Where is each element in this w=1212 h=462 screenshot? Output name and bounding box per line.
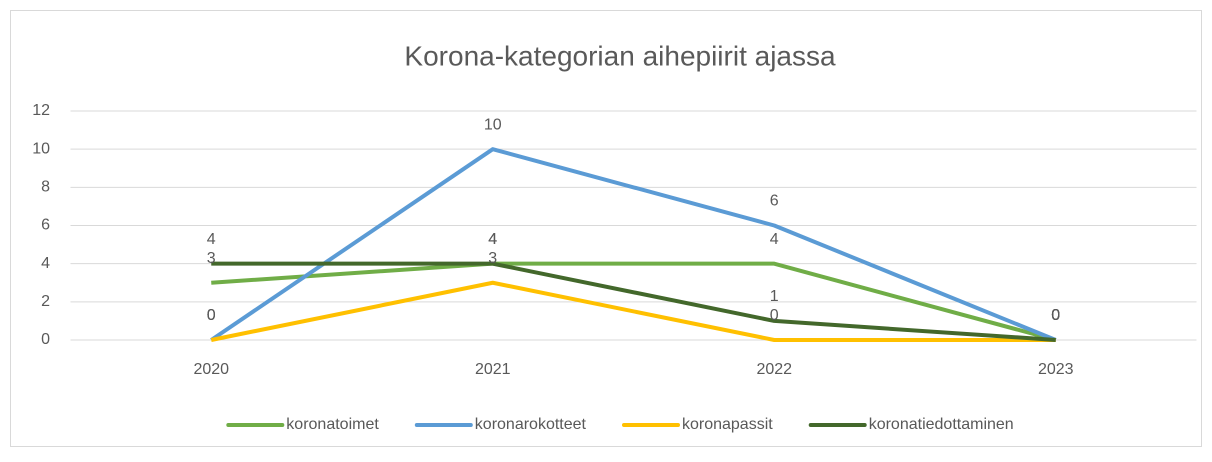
data-label: 3 [207,250,216,267]
legend-label: koronarokotteet [475,416,587,433]
data-label: 4 [207,231,216,248]
data-label: 4 [488,231,497,248]
chart-title: Korona-kategorian aihepiirit ajassa [404,40,836,71]
data-label: 0 [207,307,216,324]
chart-border [10,10,1202,447]
data-label: 0 [1051,307,1060,324]
series-line [211,261,1057,342]
data-label: 3 [488,250,497,267]
series-line [210,280,1056,342]
x-tick-label: 2023 [1038,361,1074,378]
data-label: 4 [488,231,497,248]
x-tick-label: 2021 [475,361,511,378]
data-label: 6 [770,193,779,210]
data-label: 1 [770,288,779,305]
series-line [211,261,1056,342]
y-tick-label: 6 [41,217,50,234]
x-tick-label: 2020 [193,361,229,378]
series-line [210,147,1057,342]
data-label: 0 [1051,307,1060,324]
y-tick-label: 0 [41,331,50,348]
data-label: 0 [1051,307,1060,324]
y-tick-label: 2 [41,293,50,310]
x-tick-label: 2022 [756,361,792,378]
legend-label: koronatiedottaminen [869,416,1014,433]
data-label: 10 [484,116,502,133]
data-label: 0 [770,307,779,324]
data-label: 0 [207,307,216,324]
y-tick-label: 10 [32,140,50,157]
legend-label: koronatoimet [286,416,379,433]
y-tick-label: 12 [32,102,50,119]
y-tick-label: 4 [41,255,50,272]
data-label: 4 [770,231,779,248]
data-label: 0 [1051,307,1060,324]
legend-label: koronapassit [682,416,773,433]
y-tick-label: 8 [41,179,50,196]
